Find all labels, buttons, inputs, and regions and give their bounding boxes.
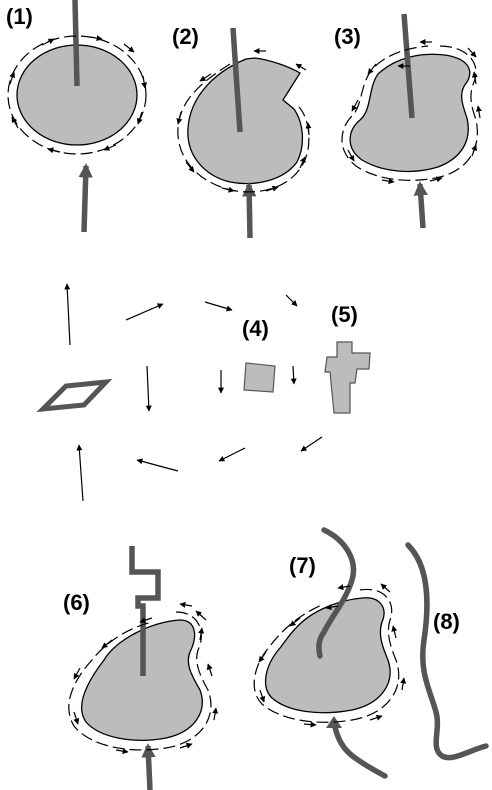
panel-label-6: (6) xyxy=(63,590,90,615)
flow-loop xyxy=(253,588,400,723)
irregular-particle xyxy=(324,341,371,414)
flow-loop xyxy=(68,611,212,751)
rod-bottom-arrow xyxy=(78,163,93,233)
rod-bottom-arrow xyxy=(242,182,257,239)
curved-rod xyxy=(316,527,357,659)
bent-rod xyxy=(129,546,161,676)
panel-4: (4) xyxy=(242,316,276,393)
flow-loop xyxy=(341,45,478,181)
parallelogram-particle xyxy=(36,378,113,413)
cell-body xyxy=(264,597,391,714)
flow-arrows xyxy=(73,601,219,755)
panel-label-2: (2) xyxy=(172,24,199,49)
rod-top xyxy=(230,27,243,133)
rod-top xyxy=(72,0,80,87)
rod-bottom-arrow xyxy=(141,743,156,790)
panel-label-4: (4) xyxy=(242,316,269,341)
flow-arrows xyxy=(258,583,407,728)
flow-loop xyxy=(177,63,310,193)
square-particle xyxy=(243,362,276,393)
flow-field xyxy=(64,283,323,502)
panel-label-5: (5) xyxy=(331,302,358,327)
panel-label-8: (8) xyxy=(433,609,460,634)
flow-arrows xyxy=(9,35,148,154)
panel-1: (1) xyxy=(6,0,148,233)
panel-7: (7) xyxy=(253,527,407,779)
panel-8: (8) xyxy=(405,542,489,761)
panel-5: (5) xyxy=(324,302,371,414)
free-curved-rod xyxy=(405,542,489,761)
flow-loop xyxy=(7,35,147,155)
cell-body xyxy=(187,57,304,185)
panel-6: (6) xyxy=(63,546,219,790)
panel-label-3: (3) xyxy=(334,24,361,49)
flow-arrows xyxy=(176,48,312,193)
rod-bottom-arrow xyxy=(413,181,428,229)
panel-2: (2) xyxy=(172,24,312,239)
flow-arrows xyxy=(347,39,482,185)
curved-rod-bottom xyxy=(331,719,388,779)
cell-body xyxy=(81,619,203,741)
panel-3: (3) xyxy=(334,13,482,229)
panel-label-7: (7) xyxy=(289,553,316,578)
panel-label-1: (1) xyxy=(6,4,33,29)
parallelogram-outline xyxy=(36,378,113,413)
